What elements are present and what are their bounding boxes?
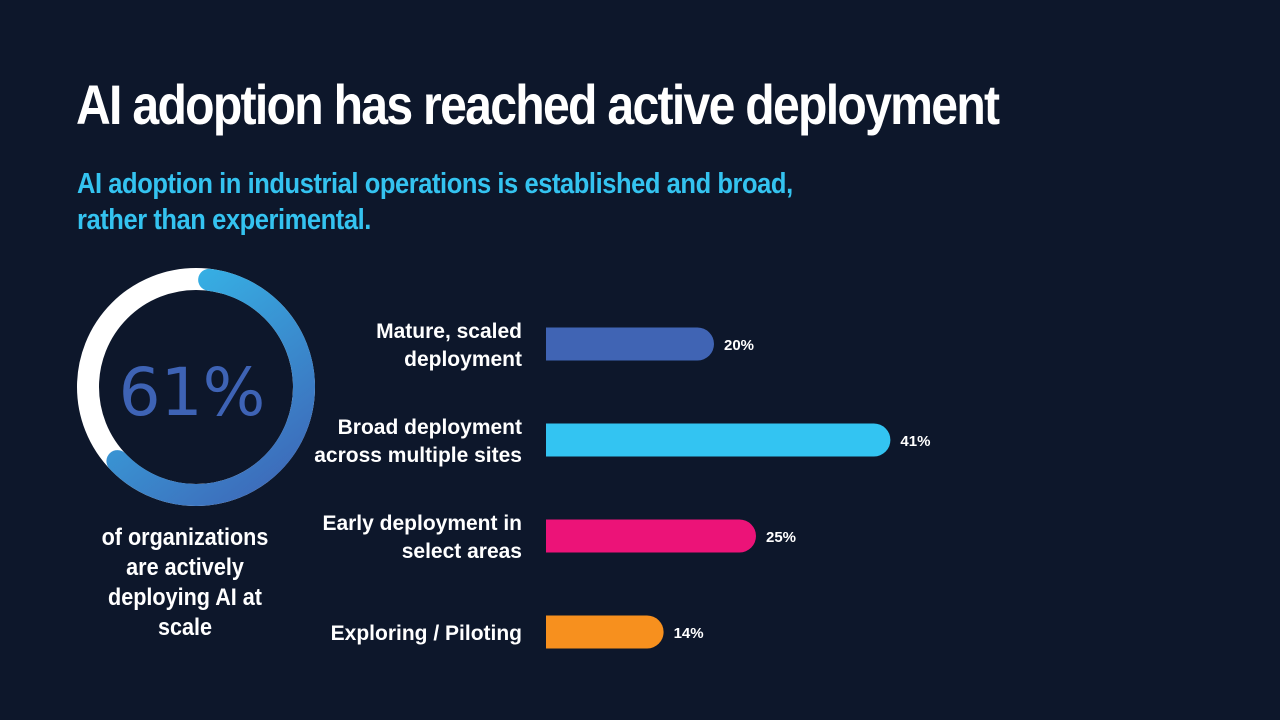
donut-value-label: 61% bbox=[119, 354, 266, 431]
bar bbox=[526, 519, 756, 553]
bar bbox=[526, 423, 891, 457]
adoption-donut-chart: 61% bbox=[77, 268, 315, 506]
bar-left-edge bbox=[526, 518, 546, 554]
bar-category-label: select areas bbox=[402, 540, 522, 563]
bar-category-label: across multiple sites bbox=[314, 444, 522, 467]
bar-value-label: 25% bbox=[766, 529, 796, 546]
bar-value-label: 14% bbox=[674, 625, 704, 642]
bar-left-edge bbox=[526, 422, 546, 458]
bar-left-edge bbox=[526, 326, 546, 362]
slide-subtitle: AI adoption in industrial operations is … bbox=[77, 168, 793, 236]
bar-category-label: Mature, scaled bbox=[376, 320, 522, 343]
slide-title: AI adoption has reached active deploymen… bbox=[76, 73, 1000, 136]
bar-category-label: Exploring / Piloting bbox=[331, 622, 522, 645]
donut-caption: of organizations are actively deploying … bbox=[101, 524, 269, 641]
bar-category-label: deployment bbox=[404, 348, 522, 371]
bar bbox=[526, 327, 714, 361]
bar-left-edge bbox=[526, 614, 546, 650]
bar-category-label: Early deployment in bbox=[322, 512, 522, 535]
adoption-bar-chart: Mature, scaled deployment 20% Broad deploym… bbox=[314, 320, 930, 650]
bar-category-label: Broad deployment bbox=[338, 416, 522, 439]
bar-value-label: 41% bbox=[900, 433, 930, 450]
bar bbox=[526, 615, 664, 649]
bar-value-label: 20% bbox=[724, 337, 754, 354]
donut-progress-arc bbox=[77, 268, 315, 506]
